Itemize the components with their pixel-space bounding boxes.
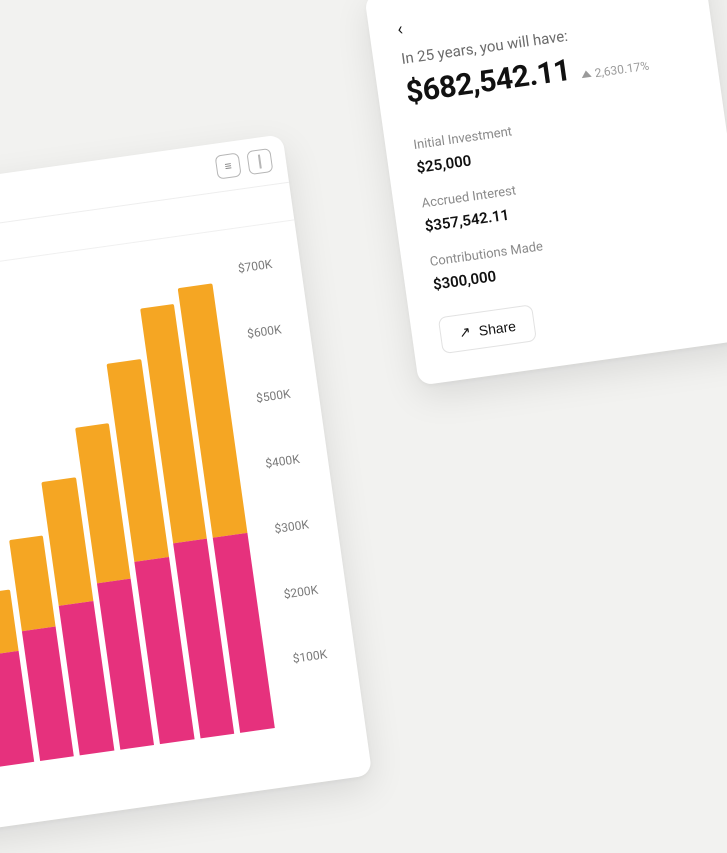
y-axis-label: $300K <box>274 517 310 536</box>
y-axis-label: $200K <box>283 582 319 601</box>
chart-window: $100K $200K $300K $400K $500K $600K $700K <box>0 134 372 853</box>
delta-badge: 2,630.17% <box>580 58 650 81</box>
share-label: Share <box>478 317 517 338</box>
split-view-icon[interactable] <box>246 148 273 175</box>
view-toggle-icon[interactable] <box>215 152 242 179</box>
back-icon: ‹ <box>396 19 404 41</box>
y-axis-label: $600K <box>246 322 282 341</box>
chart-bars <box>0 272 275 789</box>
chart-plot: $100K$200K$300K$400K$500K$600K$700K <box>0 272 275 789</box>
delta-percent: 2,630.17% <box>594 58 650 79</box>
y-axis-label: $700K <box>237 257 273 276</box>
y-axis-label: $500K <box>255 387 291 406</box>
chart-body: $100K $200K $300K $400K $500K $600K $700K <box>0 220 372 852</box>
y-axis-label: $400K <box>264 452 300 471</box>
summary-card: ‹ In 25 years, you will have: $682,542.1… <box>364 0 727 386</box>
share-icon: ↗ <box>458 323 472 341</box>
bar-segment-interest <box>0 589 18 656</box>
delta-up-icon <box>580 70 591 78</box>
share-button[interactable]: ↗ Share <box>438 304 537 354</box>
y-axis-label: $100K <box>292 647 328 666</box>
bar-segment-interest <box>9 535 56 631</box>
